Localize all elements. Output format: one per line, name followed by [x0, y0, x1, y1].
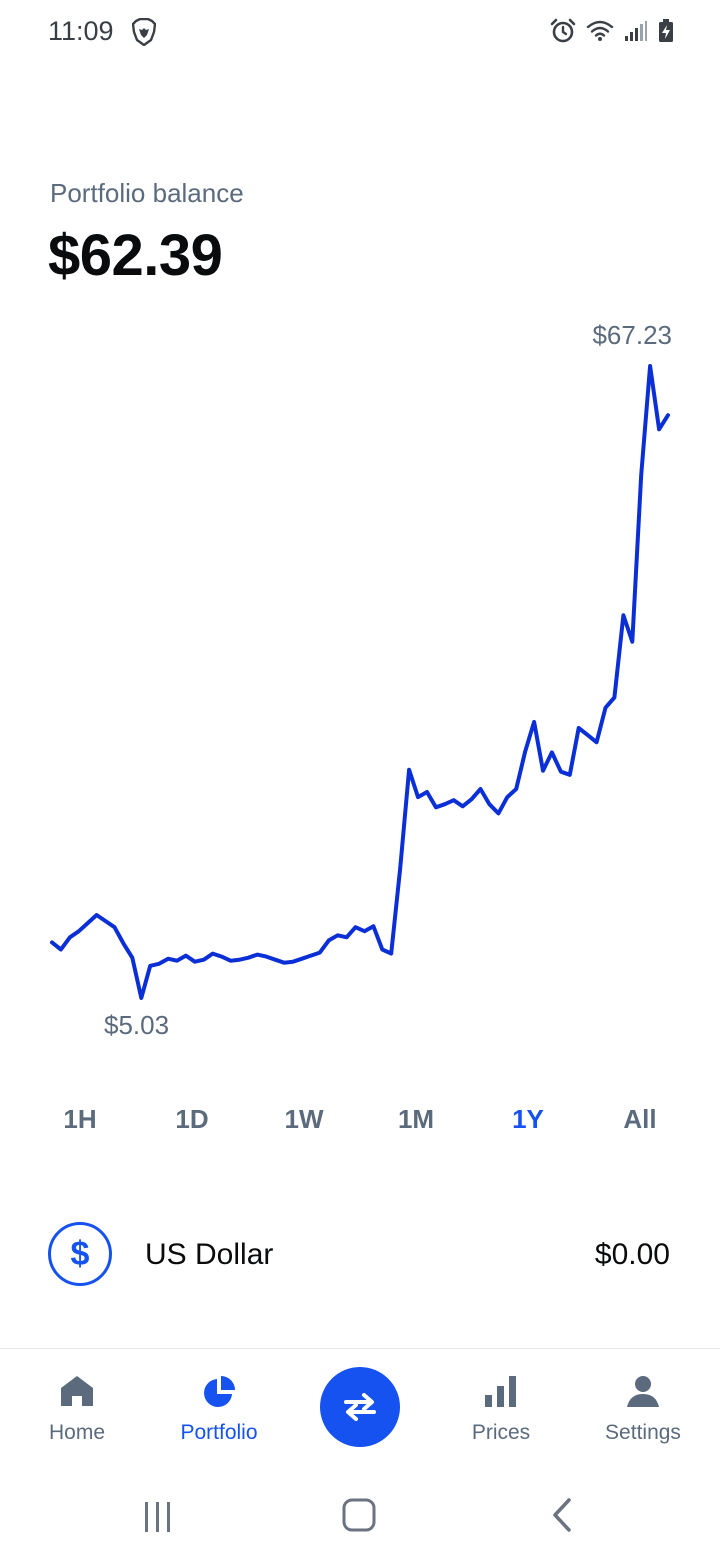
- status-bar: 11:09: [0, 0, 720, 64]
- portfolio-line-series: [50, 364, 670, 1000]
- tab-1h[interactable]: 1H: [63, 1104, 97, 1134]
- nav-home[interactable]: Home: [7, 1349, 147, 1469]
- back-button[interactable]: [532, 1490, 592, 1540]
- tab-1m[interactable]: 1M: [397, 1104, 435, 1134]
- nav-portfolio[interactable]: Portfolio: [149, 1349, 289, 1469]
- pie-chart-icon: [204, 1376, 235, 1407]
- back-chevron-icon: [553, 1498, 571, 1532]
- home-system-button[interactable]: [329, 1490, 389, 1540]
- brave-lion-icon: [131, 17, 157, 47]
- nav-portfolio-label: Portfolio: [180, 1421, 258, 1444]
- android-navigation-bar: [0, 1468, 720, 1560]
- trade-button[interactable]: [320, 1367, 400, 1447]
- signal-icon: [624, 20, 648, 42]
- recent-apps-icon: [145, 1502, 170, 1532]
- tab-1d[interactable]: 1D: [175, 1104, 209, 1134]
- portfolio-balance-label: Portfolio balance: [50, 178, 244, 208]
- dollar-icon: $: [48, 1222, 112, 1286]
- chart-min-label: $5.03: [104, 1010, 170, 1040]
- bar-chart-icon: [485, 1376, 516, 1407]
- nav-settings[interactable]: Settings: [573, 1349, 713, 1469]
- chart-max-label: $67.23: [592, 320, 672, 350]
- portfolio-balance-value: $62.39: [48, 223, 223, 288]
- portfolio-chart[interactable]: [0, 300, 720, 1060]
- asset-value: $0.00: [594, 1238, 670, 1271]
- tab-1w[interactable]: 1W: [284, 1104, 324, 1134]
- nav-prices-label: Prices: [471, 1421, 531, 1444]
- wifi-icon: [586, 20, 614, 42]
- alarm-icon: [550, 18, 576, 44]
- tab-1y[interactable]: 1Y: [512, 1104, 544, 1134]
- tab-all[interactable]: All: [623, 1104, 657, 1134]
- status-icons: [550, 18, 674, 44]
- home-square-icon: [342, 1498, 376, 1532]
- asset-row-us-dollar[interactable]: $ US Dollar $0.00: [0, 1218, 720, 1298]
- time-range-tabs: 1H 1D 1W 1M 1Y All: [30, 1096, 690, 1142]
- swap-arrows-icon: [344, 1393, 376, 1421]
- recent-apps-button[interactable]: [128, 1490, 188, 1540]
- status-time: 11:09: [48, 16, 114, 46]
- user-icon: [627, 1376, 659, 1407]
- home-icon: [61, 1376, 93, 1406]
- battery-charging-icon: [658, 19, 674, 43]
- nav-settings-label: Settings: [605, 1421, 681, 1444]
- portfolio-chart-svg[interactable]: [0, 300, 720, 1060]
- bottom-navigation: Home Portfolio Prices Settings: [0, 1348, 720, 1468]
- nav-home-label: Home: [48, 1421, 106, 1444]
- asset-name: US Dollar: [145, 1238, 274, 1271]
- nav-prices[interactable]: Prices: [431, 1349, 571, 1469]
